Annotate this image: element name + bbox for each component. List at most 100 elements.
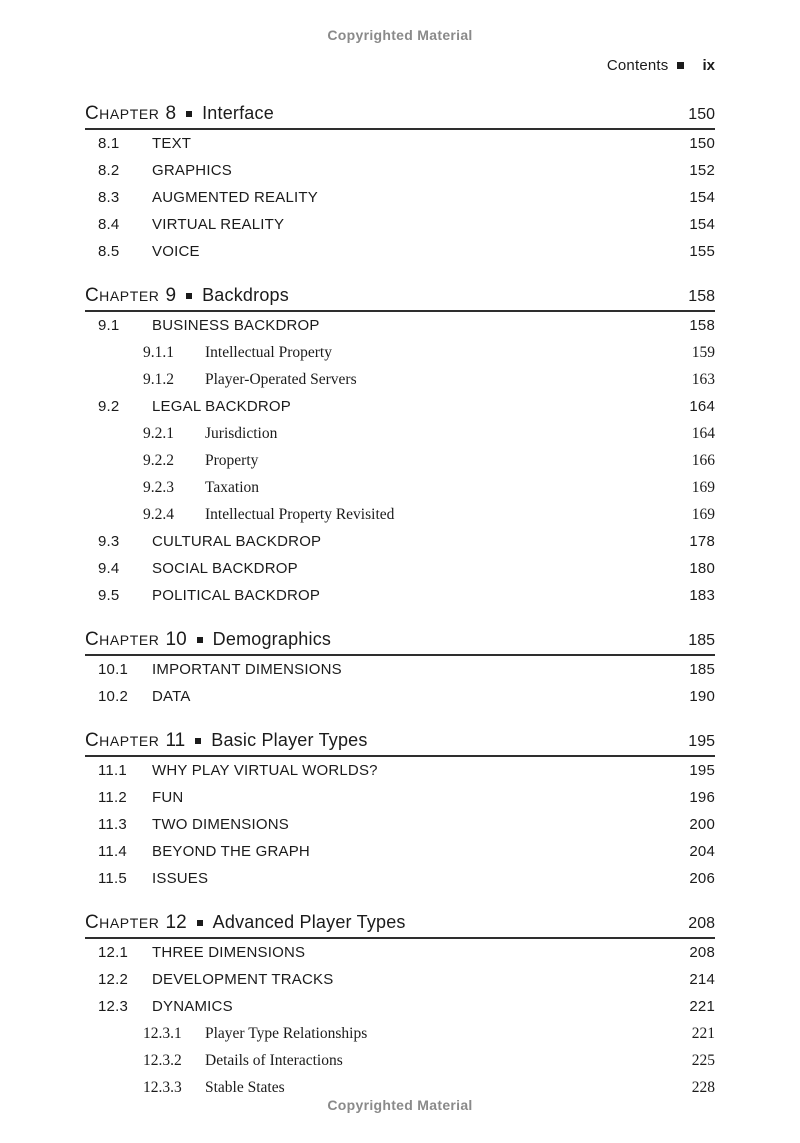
square-bullet-icon bbox=[196, 637, 203, 643]
entry-number: 8.5 bbox=[98, 243, 120, 260]
toc-section-row: 12.2 DEVELOPMENT TRACKS 214 bbox=[85, 966, 715, 993]
entry-page-number: 206 bbox=[689, 870, 715, 887]
toc-section-row: 8.2 GRAPHICS 152 bbox=[85, 157, 715, 184]
chapter-heading-left: C HAPTER 12 Advanced Player Types bbox=[85, 912, 675, 934]
chapter-heading-left: C HAPTER 9 Backdrops bbox=[85, 285, 675, 307]
chapter-heading: C HAPTER 9 Backdrops 158 bbox=[85, 285, 715, 312]
entry-page-number: 169 bbox=[691, 479, 715, 496]
toc-subsection-row: 9.2.3 Taxation 169 bbox=[85, 474, 715, 501]
entry-number: 9.5 bbox=[98, 587, 120, 604]
toc-subsection-row: 9.2.1 Jurisdiction 164 bbox=[85, 420, 715, 447]
chapter-block: C HAPTER 12 Advanced Player Types 208 12.1 THR… bbox=[85, 912, 715, 1101]
entry-title: IMPORTANT DIMENSIONS bbox=[152, 661, 342, 678]
toc-section-row: 12.1 THREE DIMENSIONS 208 bbox=[85, 939, 715, 966]
entry-title: Details of Interactions bbox=[205, 1052, 343, 1069]
entry-number: 11.1 bbox=[98, 762, 127, 779]
entry-title: TEXT bbox=[152, 135, 192, 152]
entry-page-number: 190 bbox=[689, 688, 715, 705]
chapter-word: C bbox=[85, 629, 100, 650]
entry-number: 9.3 bbox=[98, 533, 120, 550]
toc-section-row: 10.1 IMPORTANT DIMENSIONS 185 bbox=[85, 656, 715, 683]
chapter-heading: C HAPTER 12 Advanced Player Types 208 bbox=[85, 912, 715, 939]
chapter-heading-left: C HAPTER 11 Basic Player Types bbox=[85, 730, 675, 752]
entry-page-number: 208 bbox=[689, 944, 715, 961]
entry-page-number: 164 bbox=[691, 425, 715, 442]
entry-number: 12.2 bbox=[98, 971, 128, 988]
entry-number: 11.5 bbox=[98, 870, 127, 887]
entry-title: WHY PLAY VIRTUAL WORLDS? bbox=[152, 762, 378, 779]
chapter-title: Demographics bbox=[212, 629, 332, 649]
chapter-heading-left: C HAPTER 10 Demographics bbox=[85, 629, 675, 651]
chapter-block: C HAPTER 11 Basic Player Types 195 11.1 WHY PL… bbox=[85, 730, 715, 892]
copyright-notice-top: Copyrighted Material bbox=[327, 27, 473, 43]
square-bullet-icon bbox=[186, 293, 193, 299]
square-bullet-icon bbox=[195, 738, 202, 744]
entry-title: Taxation bbox=[205, 479, 260, 496]
page-content: Contents ix C HAPTER 8 Interface 150 8.1 TEXT 1… bbox=[85, 56, 715, 1101]
entry-title: DATA bbox=[152, 688, 191, 705]
entry-title: Player Type Relationships bbox=[205, 1025, 368, 1042]
entry-title: VOICE bbox=[152, 243, 200, 260]
chapter-page-number: 195 bbox=[688, 733, 715, 750]
entry-number: 9.1.1 bbox=[143, 344, 174, 361]
entry-title: GRAPHICS bbox=[152, 162, 232, 179]
toc: C HAPTER 8 Interface 150 8.1 TEXT 150 8.2 GRAPHIC… bbox=[85, 103, 715, 1101]
toc-section-row: 9.1 BUSINESS BACKDROP 158 bbox=[85, 312, 715, 339]
square-bullet-icon bbox=[186, 111, 193, 117]
entry-title: CULTURAL BACKDROP bbox=[152, 533, 322, 550]
entry-title: SOCIAL BACKDROP bbox=[152, 560, 298, 577]
chapter-page-number: 185 bbox=[688, 632, 715, 649]
toc-section-row: 9.3 CULTURAL BACKDROP 178 bbox=[85, 528, 715, 555]
entry-page-number: 225 bbox=[691, 1052, 715, 1069]
chapter-word: C bbox=[85, 103, 100, 124]
entry-page-number: 150 bbox=[689, 135, 715, 152]
entry-number: 10.1 bbox=[98, 661, 128, 678]
entry-title: Stable States bbox=[205, 1079, 285, 1096]
toc-section-row: 9.5 POLITICAL BACKDROP 183 bbox=[85, 582, 715, 609]
chapter-number: 10 bbox=[165, 629, 187, 650]
toc-subsection-row: 12.3.1 Player Type Relationships 221 bbox=[85, 1020, 715, 1047]
entry-number: 9.1 bbox=[98, 317, 120, 334]
chapter-title: Interface bbox=[202, 103, 274, 123]
toc-section-row: 11.1 WHY PLAY VIRTUAL WORLDS? 195 bbox=[85, 757, 715, 784]
entry-page-number: 196 bbox=[689, 789, 715, 806]
entry-page-number: 158 bbox=[689, 317, 715, 334]
entry-number: 9.2.3 bbox=[143, 479, 174, 496]
chapter-heading: C HAPTER 8 Interface 150 bbox=[85, 103, 715, 130]
chapter-page-number: 158 bbox=[688, 288, 715, 305]
entry-number: 12.3 bbox=[98, 998, 128, 1015]
chapter-heading-left: C HAPTER 8 Interface bbox=[85, 103, 675, 125]
entry-title: Property bbox=[205, 452, 259, 469]
entry-page-number: 185 bbox=[689, 661, 715, 678]
chapter-page-number: 208 bbox=[688, 915, 715, 932]
entry-page-number: 152 bbox=[689, 162, 715, 179]
entry-number: 12.1 bbox=[98, 944, 128, 961]
entry-page-number: 154 bbox=[689, 189, 715, 206]
entry-title: FUN bbox=[152, 789, 184, 806]
toc-section-row: 8.4 VIRTUAL REALITY 154 bbox=[85, 211, 715, 238]
entry-number: 11.4 bbox=[98, 843, 127, 860]
chapter-word-smallcaps: HAPTER bbox=[99, 632, 160, 648]
chapter-title: Advanced Player Types bbox=[212, 912, 406, 932]
toc-section-row: 10.2 DATA 190 bbox=[85, 683, 715, 710]
chapter-block: C HAPTER 8 Interface 150 8.1 TEXT 150 8.2 GRAPHIC… bbox=[85, 103, 715, 265]
chapter-word-smallcaps: HAPTER bbox=[99, 733, 160, 749]
chapter-block: C HAPTER 9 Backdrops 158 9.1 BUSINESS BACKDROP… bbox=[85, 285, 715, 609]
entry-number: 8.4 bbox=[98, 216, 120, 233]
entry-page-number: 204 bbox=[689, 843, 715, 860]
entry-title: Jurisdiction bbox=[205, 425, 278, 442]
entry-number: 9.2.2 bbox=[143, 452, 174, 469]
entry-title: THREE DIMENSIONS bbox=[152, 944, 306, 961]
entry-page-number: 154 bbox=[689, 216, 715, 233]
chapter-word: C bbox=[85, 730, 100, 751]
entry-number: 12.3.3 bbox=[143, 1079, 182, 1096]
entry-number: 12.3.1 bbox=[143, 1025, 182, 1042]
square-bullet-icon bbox=[196, 920, 203, 926]
toc-section-row: 8.5 VOICE 155 bbox=[85, 238, 715, 265]
entry-title: POLITICAL BACKDROP bbox=[152, 587, 321, 604]
entry-number: 9.1.2 bbox=[143, 371, 174, 388]
entry-page-number: 169 bbox=[691, 506, 715, 523]
entry-page-number: 155 bbox=[689, 243, 715, 260]
toc-section-row: 9.4 SOCIAL BACKDROP 180 bbox=[85, 555, 715, 582]
